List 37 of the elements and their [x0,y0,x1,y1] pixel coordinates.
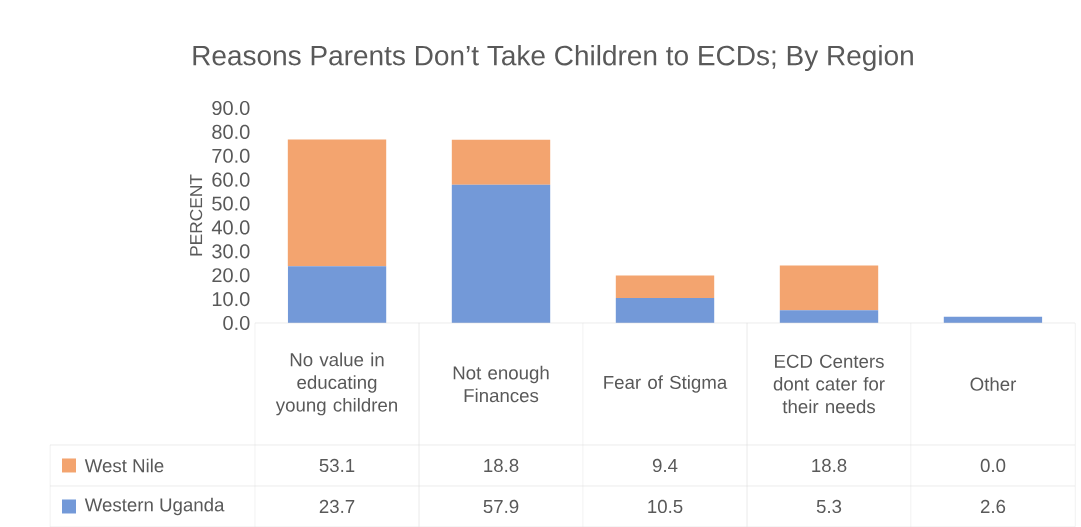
bar [451,139,551,185]
y-tick-label: 80.0 [212,124,250,139]
y-tick-label: 50.0 [212,196,250,211]
chart-title: Reasons Parents Don’t Take Children to ECDs; By Region [193,44,913,71]
x-tick-label: Other [970,377,1017,391]
data-label: 0.0 [980,458,1006,472]
x-tick-label: No value in educating young children [275,352,397,416]
legend-label: West Nile [84,458,164,473]
bar [287,139,387,267]
bar [451,184,551,323]
data-label: 18.8 [812,458,847,472]
data-label: 18.8 [484,458,519,472]
data-label: 53.1 [319,458,355,472]
y-axis-title: PERCENT [189,174,203,256]
bar [779,310,879,323]
y-tick-label: 70.0 [212,148,250,163]
legend-label: Western Uganda [84,497,225,516]
data-label: 2.6 [980,499,1006,513]
data-label: 5.3 [816,499,842,513]
y-tick-label: 30.0 [212,244,250,259]
x-tick-label: ECD Centers dont cater for their needs [773,354,885,414]
bar [615,297,715,323]
data-label: 9.4 [652,458,678,472]
x-tick-label: Not enough Finances [453,365,549,403]
y-tick-label: 10.0 [212,291,250,307]
y-tick-label: 60.0 [212,172,250,187]
y-tick-label: 20.0 [212,268,250,283]
data-label: 10.5 [648,499,683,513]
bar [779,265,879,311]
y-tick-label: 0.0 [223,315,250,330]
y-tick-label: 90.0 [212,100,250,115]
bar [287,266,387,323]
y-tick-label: 40.0 [211,220,250,235]
data-label: 23.7 [319,499,355,513]
x-tick-label: Fear of Stigma [604,375,728,393]
bar [615,275,715,298]
data-label: 57.9 [483,499,519,513]
